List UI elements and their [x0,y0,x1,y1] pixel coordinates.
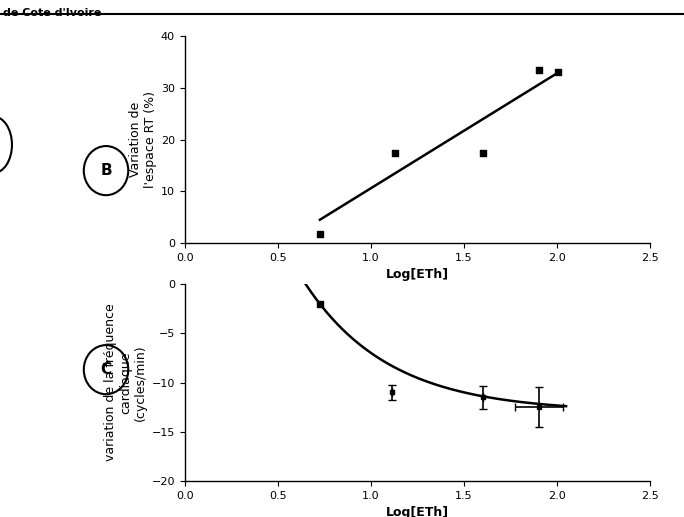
Point [315,230,326,238]
Point [534,66,544,74]
Y-axis label: Variation de
l'espace RT (%): Variation de l'espace RT (%) [129,91,157,188]
Point [553,68,564,77]
X-axis label: Log[ETh]: Log[ETh] [386,506,449,517]
Text: C: C [101,362,111,377]
Point [389,148,400,157]
Point [315,300,326,308]
Text: de Cote d'Ivoire: de Cote d'Ivoire [3,8,102,18]
X-axis label: Log[ETh]: Log[ETh] [386,268,449,281]
Point [477,148,488,157]
Text: B: B [101,163,111,178]
Y-axis label: variation de la fréquence
cardiaque
(cycles/min): variation de la fréquence cardiaque (cyc… [104,303,147,462]
